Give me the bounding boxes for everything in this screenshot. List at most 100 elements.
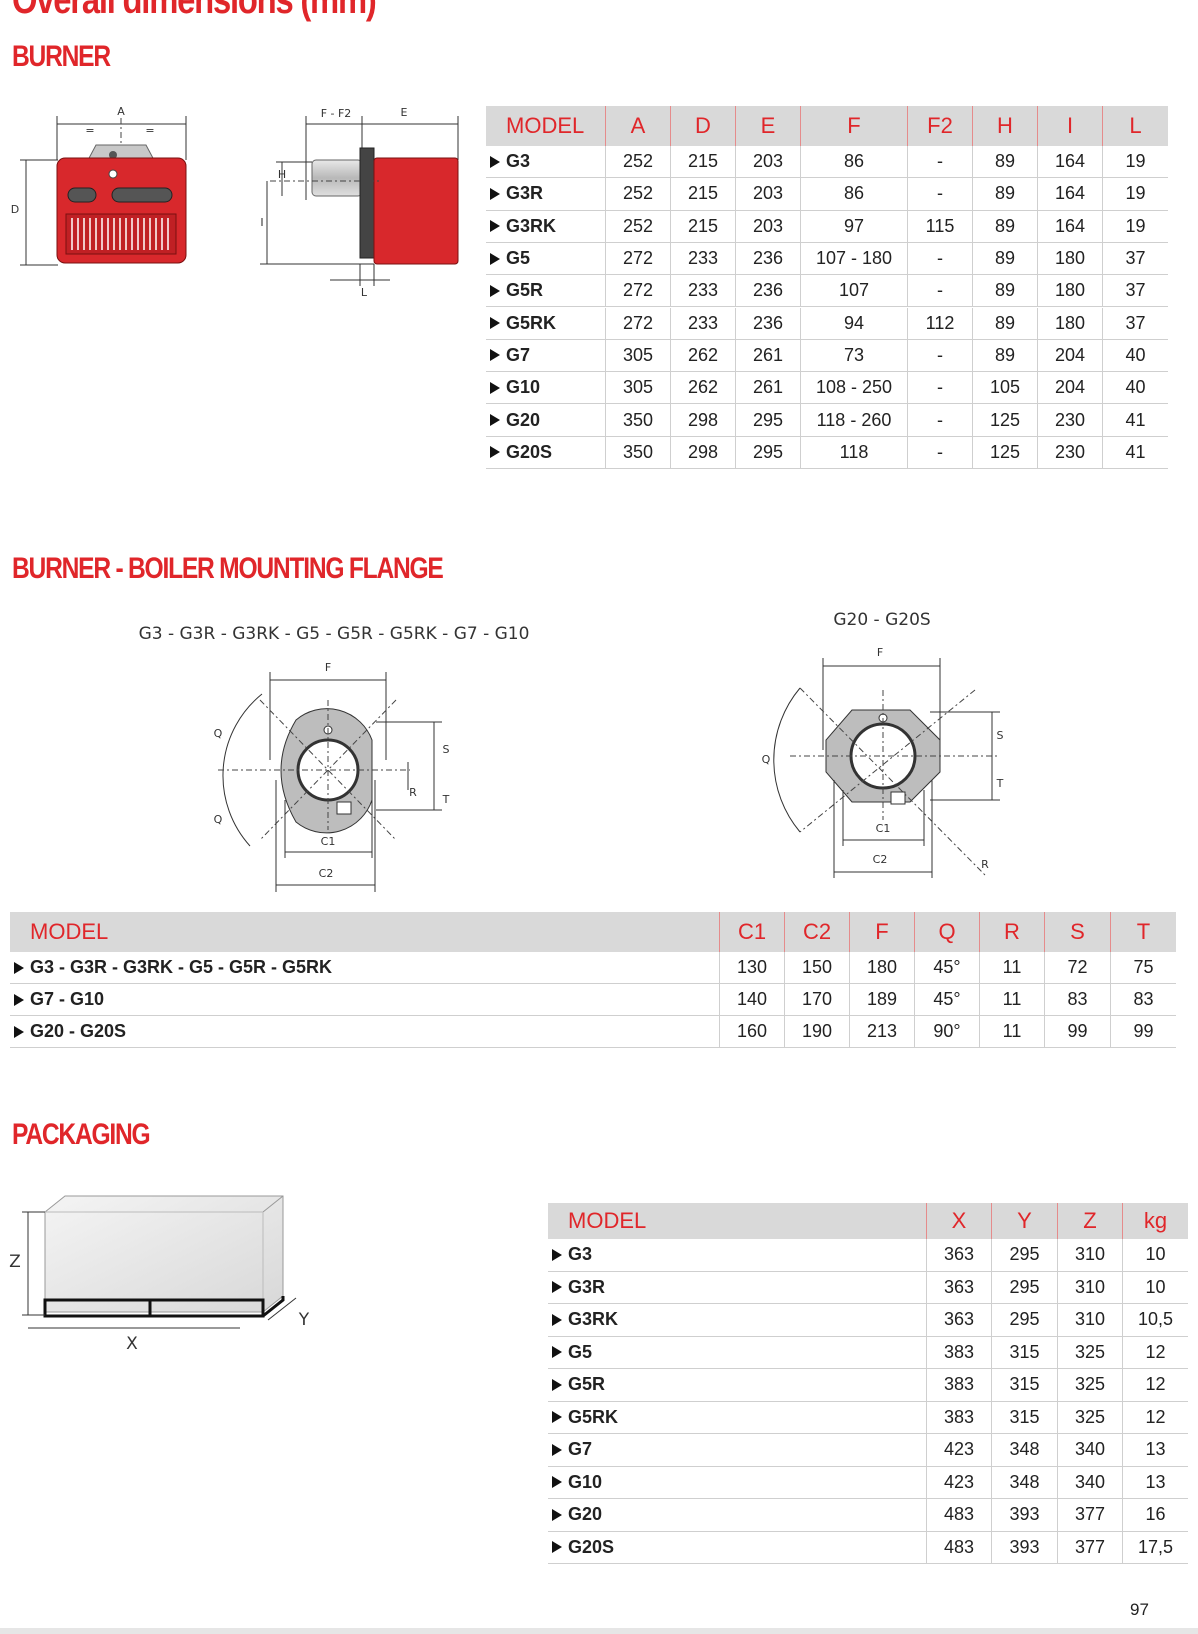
page-number: 97 [1130,1600,1149,1619]
table-cell: 13 [1122,1434,1188,1466]
model-cell: G3R [548,1272,926,1304]
table-cell: 99 [1110,1016,1176,1047]
footer-bar [0,1628,1198,1634]
table-cell: 164 [1037,178,1102,210]
table-cell: 262 [670,372,735,404]
table-cell: 315 [991,1369,1057,1401]
dim-label: R [981,858,989,871]
table-cell: 215 [670,146,735,178]
table-cell: 11 [979,952,1044,983]
table-cell: 350 [605,436,670,468]
table-cell: 261 [735,339,800,372]
table-cell: 203 [735,178,800,210]
table-header-cell: Q [914,912,979,952]
table-cell: 383 [926,1369,991,1401]
table-header-cell: kg [1122,1203,1188,1239]
table-header-cell: H [972,106,1037,146]
table-cell: 305 [605,372,670,404]
model-cell: G3 [548,1239,926,1271]
table-cell: 11 [979,984,1044,1015]
dim-label: Z [9,1252,21,1272]
table-cell: 118 [800,436,907,468]
table-header-cell: S [1044,912,1110,952]
table-cell: 310 [1057,1239,1122,1271]
table-cell: 204 [1037,339,1102,372]
table-cell: 204 [1037,372,1102,404]
table-row: G7 - G10 140 170 189 45° 11 83 83 [10,984,1176,1016]
table-cell: 348 [991,1466,1057,1498]
dim-label: S [997,729,1004,742]
table-row: G5 272 233 236 107 - 180-89 180 37 [486,242,1168,276]
table-cell: - [907,339,972,372]
dim-label: = [85,124,94,137]
table-cell: 10 [1122,1239,1188,1271]
table-cell: 295 [991,1271,1057,1303]
table-cell: 298 [670,436,735,468]
table-cell: 236 [735,242,800,275]
table-row: G20 - G20S 160 190 213 90° 11 99 99 [10,1016,1176,1048]
table-header-cell: I [1037,106,1102,146]
dim-label: D [11,203,19,216]
model-cell: G3 - G3R - G3RK - G5 - G5R - G5RK [10,952,719,983]
table-cell: 41 [1102,436,1168,468]
table-row: G5 383 315 325 12 [548,1336,1188,1369]
table-cell: 233 [670,307,735,339]
dim-label: S [443,743,450,756]
table-row: G20S 350 298 295 118-125 230 41 [486,436,1168,469]
table-cell: - [907,436,972,468]
model-cell: G7 [486,340,605,371]
table-cell: 89 [972,307,1037,339]
page-title: Overall dimensions (mm) [12,0,377,22]
table-cell: 170 [784,984,849,1015]
table-row: G5RK 383 315 325 12 [548,1401,1188,1434]
table-cell: 230 [1037,404,1102,436]
table-cell: 310 [1057,1304,1122,1336]
table-header-cell: MODEL [568,1208,647,1233]
table-header-cell: MODEL [30,919,109,944]
table-cell: 19 [1102,210,1168,242]
flange-small-diagram: F Q Q S R T C1 C2 [214,661,450,892]
table-cell: 17,5 [1122,1531,1188,1563]
dim-label: F - F2 [321,107,352,120]
table-row: G20S 483 393 377 17,5 [548,1531,1188,1564]
model-cell: G20 [548,1499,926,1531]
table-cell: 393 [991,1531,1057,1563]
table-header-cell: L [1102,106,1168,146]
table-cell: 305 [605,339,670,372]
model-cell: G20S [486,437,605,468]
dim-label: Y [298,1310,310,1330]
table-row: G20 483 393 377 16 [548,1499,1188,1532]
table-cell: 13 [1122,1466,1188,1498]
diagram-caption: G3 - G3R - G3RK - G5 - G5R - G5RK - G7 -… [139,624,530,644]
table-cell: 180 [1037,307,1102,339]
table-cell: 189 [849,984,914,1015]
table-cell: 45° [914,952,979,983]
table-cell: 252 [605,178,670,210]
table-cell: 483 [926,1499,991,1531]
table-cell: 295 [735,436,800,468]
model-cell: G3 [486,146,605,177]
table-row: G3 - G3R - G3RK - G5 - G5R - G5RK 130 150 1… [10,952,1176,984]
table-cell: 118 - 260 [800,404,907,436]
dimension-table: MODEL A D E F F2 H I L G3 252 215 203 86-89 164 19 G3R 25… [486,106,1168,469]
model-cell: G10 [486,372,605,403]
model-cell: G5 [486,243,605,274]
table-row: G10 423 348 340 13 [548,1466,1188,1499]
table-row: G10 305 262 261 108 - 250-105 204 40 [486,372,1168,405]
table-cell: 325 [1057,1369,1122,1401]
table-header-cell: C2 [784,912,849,952]
table-cell: - [907,275,972,307]
packaging-diagram: Z X Y [9,1195,310,1354]
table-row: G5R 383 315 325 12 [548,1369,1188,1402]
table-cell: 363 [926,1239,991,1271]
dim-label: T [442,793,450,806]
table-cell: 215 [670,178,735,210]
table-cell: 363 [926,1271,991,1303]
table-row: G5RK 272 233 236 94 112 89 180 37 [486,307,1168,340]
table-header-cell: D [670,106,735,146]
table-cell: 483 [926,1531,991,1563]
table-cell: 233 [670,275,735,307]
table-cell: 107 - 180 [800,242,907,275]
model-cell: G3RK [486,211,605,242]
table-cell: 272 [605,242,670,275]
